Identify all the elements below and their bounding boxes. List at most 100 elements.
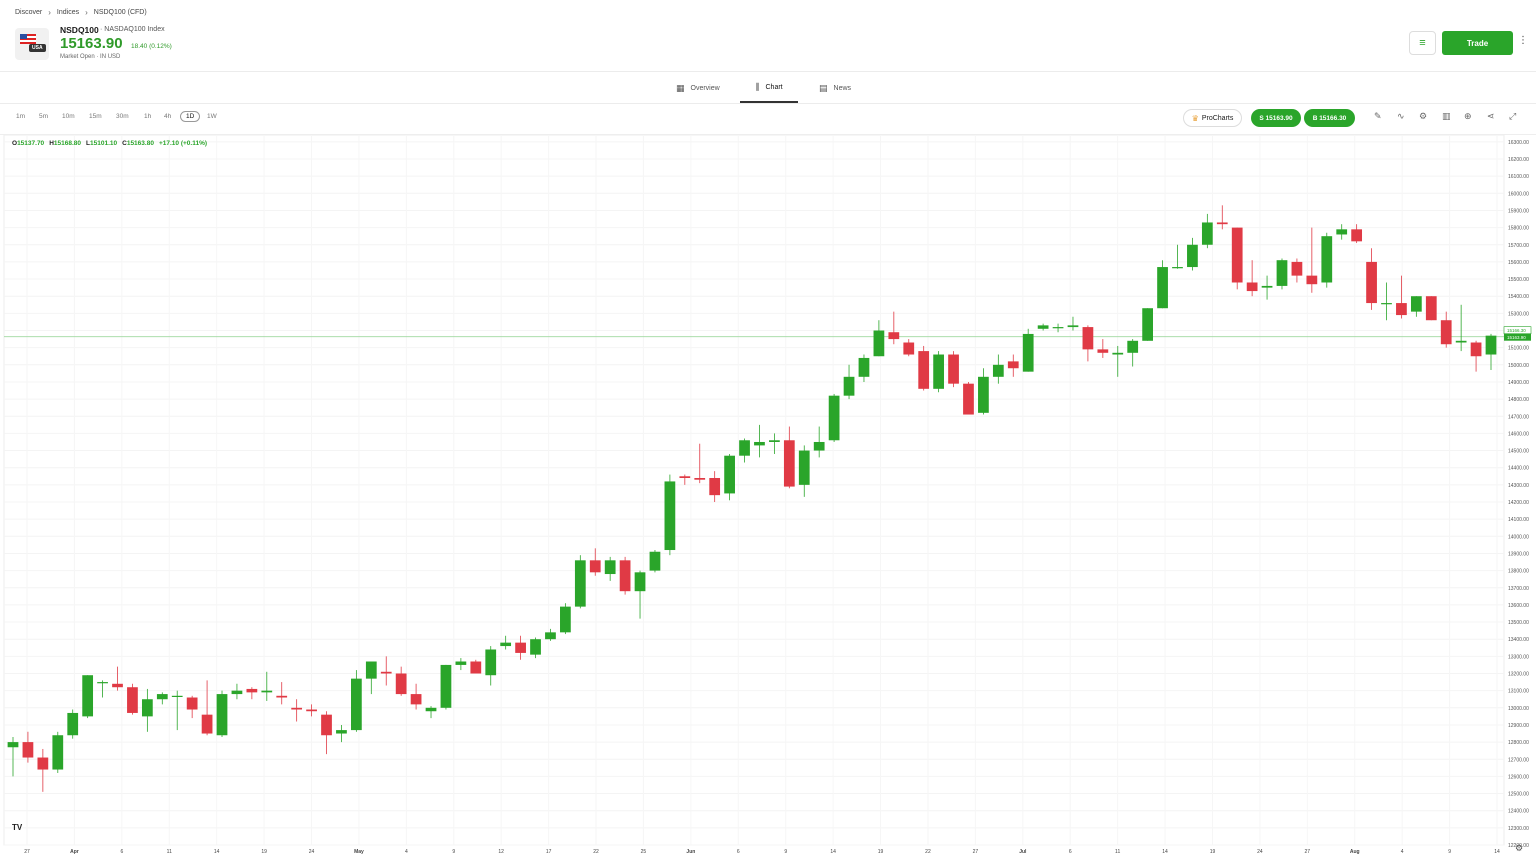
indicators-icon[interactable]: ∿ <box>1397 111 1405 121</box>
instrument-change: 18.40 (0.12%) <box>131 43 172 50</box>
candle-body <box>798 450 810 485</box>
trade-button[interactable]: Trade <box>1442 31 1513 55</box>
tab-news[interactable]: ▤ News <box>819 73 851 103</box>
x-tick-label: 12 <box>498 849 504 855</box>
timeframe-1w[interactable]: 1W <box>207 113 217 120</box>
ohlc-open: O15137.70 <box>12 140 45 147</box>
y-tick-label: 12400.00 <box>1508 809 1529 815</box>
candle-body <box>545 632 556 640</box>
candle-body <box>216 694 228 736</box>
candle-body <box>918 351 930 389</box>
candle-body <box>634 572 646 592</box>
tab-overview-label: Overview <box>690 84 720 92</box>
x-tick-label: Aug <box>1350 849 1360 855</box>
candle-body <box>22 742 34 758</box>
candle-body <box>560 606 571 633</box>
chart-toolbar: 1m 5m 10m 15m 30m 1h 4h 1D 1W ♛ ProChart… <box>0 108 1536 130</box>
candle-body <box>828 395 840 441</box>
breadcrumb-indices[interactable]: Indices <box>56 9 80 16</box>
y-tick-label: 15400.00 <box>1508 294 1529 300</box>
candle-body <box>425 707 437 712</box>
timeframe-5m[interactable]: 5m <box>39 113 49 120</box>
candle-body <box>380 671 392 674</box>
tab-chart[interactable]: ⫼ Chart <box>740 73 798 103</box>
timeframe-30m[interactable]: 30m <box>116 113 129 120</box>
breadcrumb-discover[interactable]: Discover <box>15 9 43 16</box>
ohlc-open-value: 15137.70 <box>17 140 45 147</box>
x-tick-label: 9 <box>452 849 455 855</box>
candle-body <box>67 712 79 736</box>
y-tick-label: 13900.00 <box>1508 551 1529 557</box>
tab-news-label: News <box>833 84 852 92</box>
timeframe-1h[interactable]: 1h <box>144 113 152 120</box>
chevron-right-icon: › <box>48 8 51 17</box>
x-tick-label: 9 <box>784 849 787 855</box>
timeframe-10m[interactable]: 10m <box>62 113 75 120</box>
sell-button[interactable]: S 15163.90 <box>1251 109 1301 127</box>
x-tick-label: 24 <box>1257 849 1263 855</box>
y-tick-label: 16000.00 <box>1508 191 1529 197</box>
expand-icon[interactable]: ⤢ <box>1509 111 1517 121</box>
candle-body <box>201 714 213 734</box>
candle-body <box>112 683 123 688</box>
y-tick-label: 13500.00 <box>1508 620 1529 626</box>
candlestick-chart[interactable]: 12200.00 12300.00 12400.00 12500.00 12600.00… <box>0 135 1536 857</box>
candle-body <box>679 476 691 478</box>
candle-body <box>231 690 243 695</box>
timeframe-1d[interactable]: 1D <box>180 111 201 122</box>
x-tick-label: 11 <box>1115 849 1120 855</box>
candle-body <box>754 441 765 446</box>
y-tick-label: 13600.00 <box>1508 603 1529 609</box>
candle-body <box>1201 222 1213 245</box>
candle-body <box>1410 296 1422 312</box>
tab-overview[interactable]: ▦ Overview <box>676 73 720 103</box>
candle-body <box>664 481 676 551</box>
candle-body <box>261 690 273 693</box>
add-circle-icon[interactable]: ⊕ <box>1464 111 1472 121</box>
candle-body <box>1067 325 1079 328</box>
flag-label: USA <box>29 44 46 52</box>
candle-body <box>156 694 168 700</box>
timeframe-15m[interactable]: 15m <box>89 113 102 120</box>
watchlist-menu-button[interactable]: ≡ <box>1409 31 1436 55</box>
candle-body <box>455 661 467 665</box>
candle-body <box>1022 333 1034 372</box>
tradingview-logo-icon: TV <box>12 823 23 832</box>
draw-pencil-icon[interactable]: ✎ <box>1374 111 1382 121</box>
ohlc-close: C15163.80 <box>122 140 154 147</box>
more-vertical-icon[interactable]: ⋮ <box>1518 35 1528 46</box>
y-tick-label: 12700.00 <box>1508 757 1529 763</box>
y-tick-label: 15100.00 <box>1508 346 1529 352</box>
list-plus-icon: ≡ <box>1419 37 1426 49</box>
candle-body <box>1187 244 1198 268</box>
candle-body <box>500 642 512 647</box>
candle-body <box>619 560 631 592</box>
y-tick-label: 13400.00 <box>1508 637 1529 643</box>
compare-icon[interactable]: ▥ <box>1442 111 1451 121</box>
candle-body <box>485 649 497 676</box>
procharts-button[interactable]: ♛ ProCharts <box>1183 109 1242 127</box>
timeframe-4h[interactable]: 4h <box>164 113 172 120</box>
y-tick-label: 16100.00 <box>1508 174 1529 180</box>
y-tick-label: 13300.00 <box>1508 654 1529 660</box>
instrument-name-text: NASDAQ100 Index <box>104 26 165 33</box>
x-tick-label: 19 <box>878 849 884 855</box>
ohlc-high-value: 15168.80 <box>53 140 82 147</box>
y-tick-label: 14900.00 <box>1508 380 1529 386</box>
y-tick-label: 13200.00 <box>1508 672 1529 678</box>
x-tick-label: 17 <box>546 849 552 855</box>
candle-body <box>903 342 915 355</box>
plot-frame <box>3 135 1505 846</box>
candle-body <box>1276 260 1288 286</box>
y-tick-label: 15500.00 <box>1508 277 1529 283</box>
price-chart[interactable]: 12200.00 12300.00 12400.00 12500.00 12600.00… <box>0 134 1536 857</box>
y-tick-label: 12200.00 <box>1508 843 1529 849</box>
chart-settings-icon[interactable]: ⚙ <box>1515 843 1524 853</box>
share-icon[interactable]: ⋖ <box>1487 111 1495 121</box>
y-tick-label: 14500.00 <box>1508 449 1529 455</box>
buy-button[interactable]: B 15166.30 <box>1304 109 1355 127</box>
candle-body <box>739 440 750 456</box>
gear-icon[interactable]: ⚙ <box>1419 111 1428 121</box>
candle-body <box>291 707 303 710</box>
timeframe-1m[interactable]: 1m <box>16 113 26 120</box>
